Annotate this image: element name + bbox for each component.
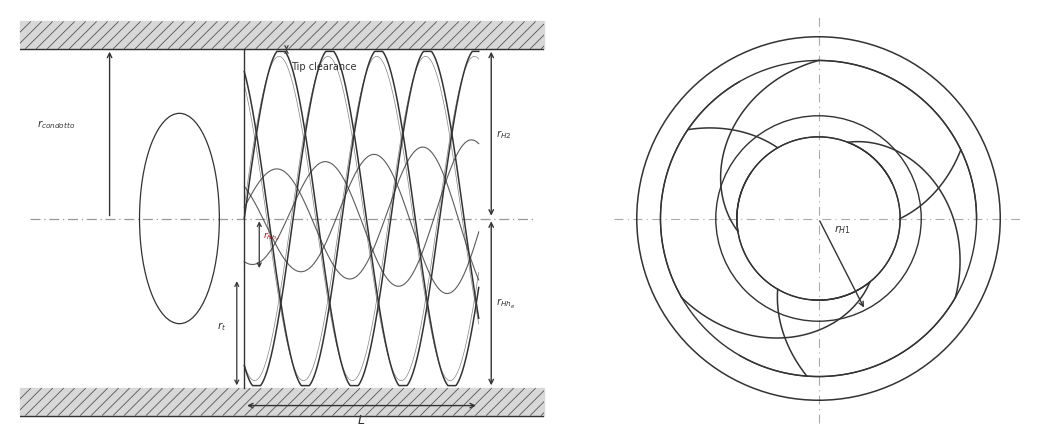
Text: $r_{H2}$: $r_{H2}$: [496, 128, 511, 141]
Text: $r_{Hh_e}$: $r_{Hh_e}$: [264, 230, 281, 243]
Text: $r_t$: $r_t$: [217, 320, 226, 332]
Text: $L$: $L$: [357, 413, 366, 426]
Text: $r_{H1}$: $r_{H1}$: [834, 223, 851, 236]
Bar: [20, 22, 543, 50]
Bar: [20, 388, 543, 416]
Text: Tip clearance: Tip clearance: [291, 62, 357, 72]
Text: $r_{Hh_e}$: $r_{Hh_e}$: [496, 297, 516, 311]
Text: $r_{condotto}$: $r_{condotto}$: [37, 118, 75, 131]
